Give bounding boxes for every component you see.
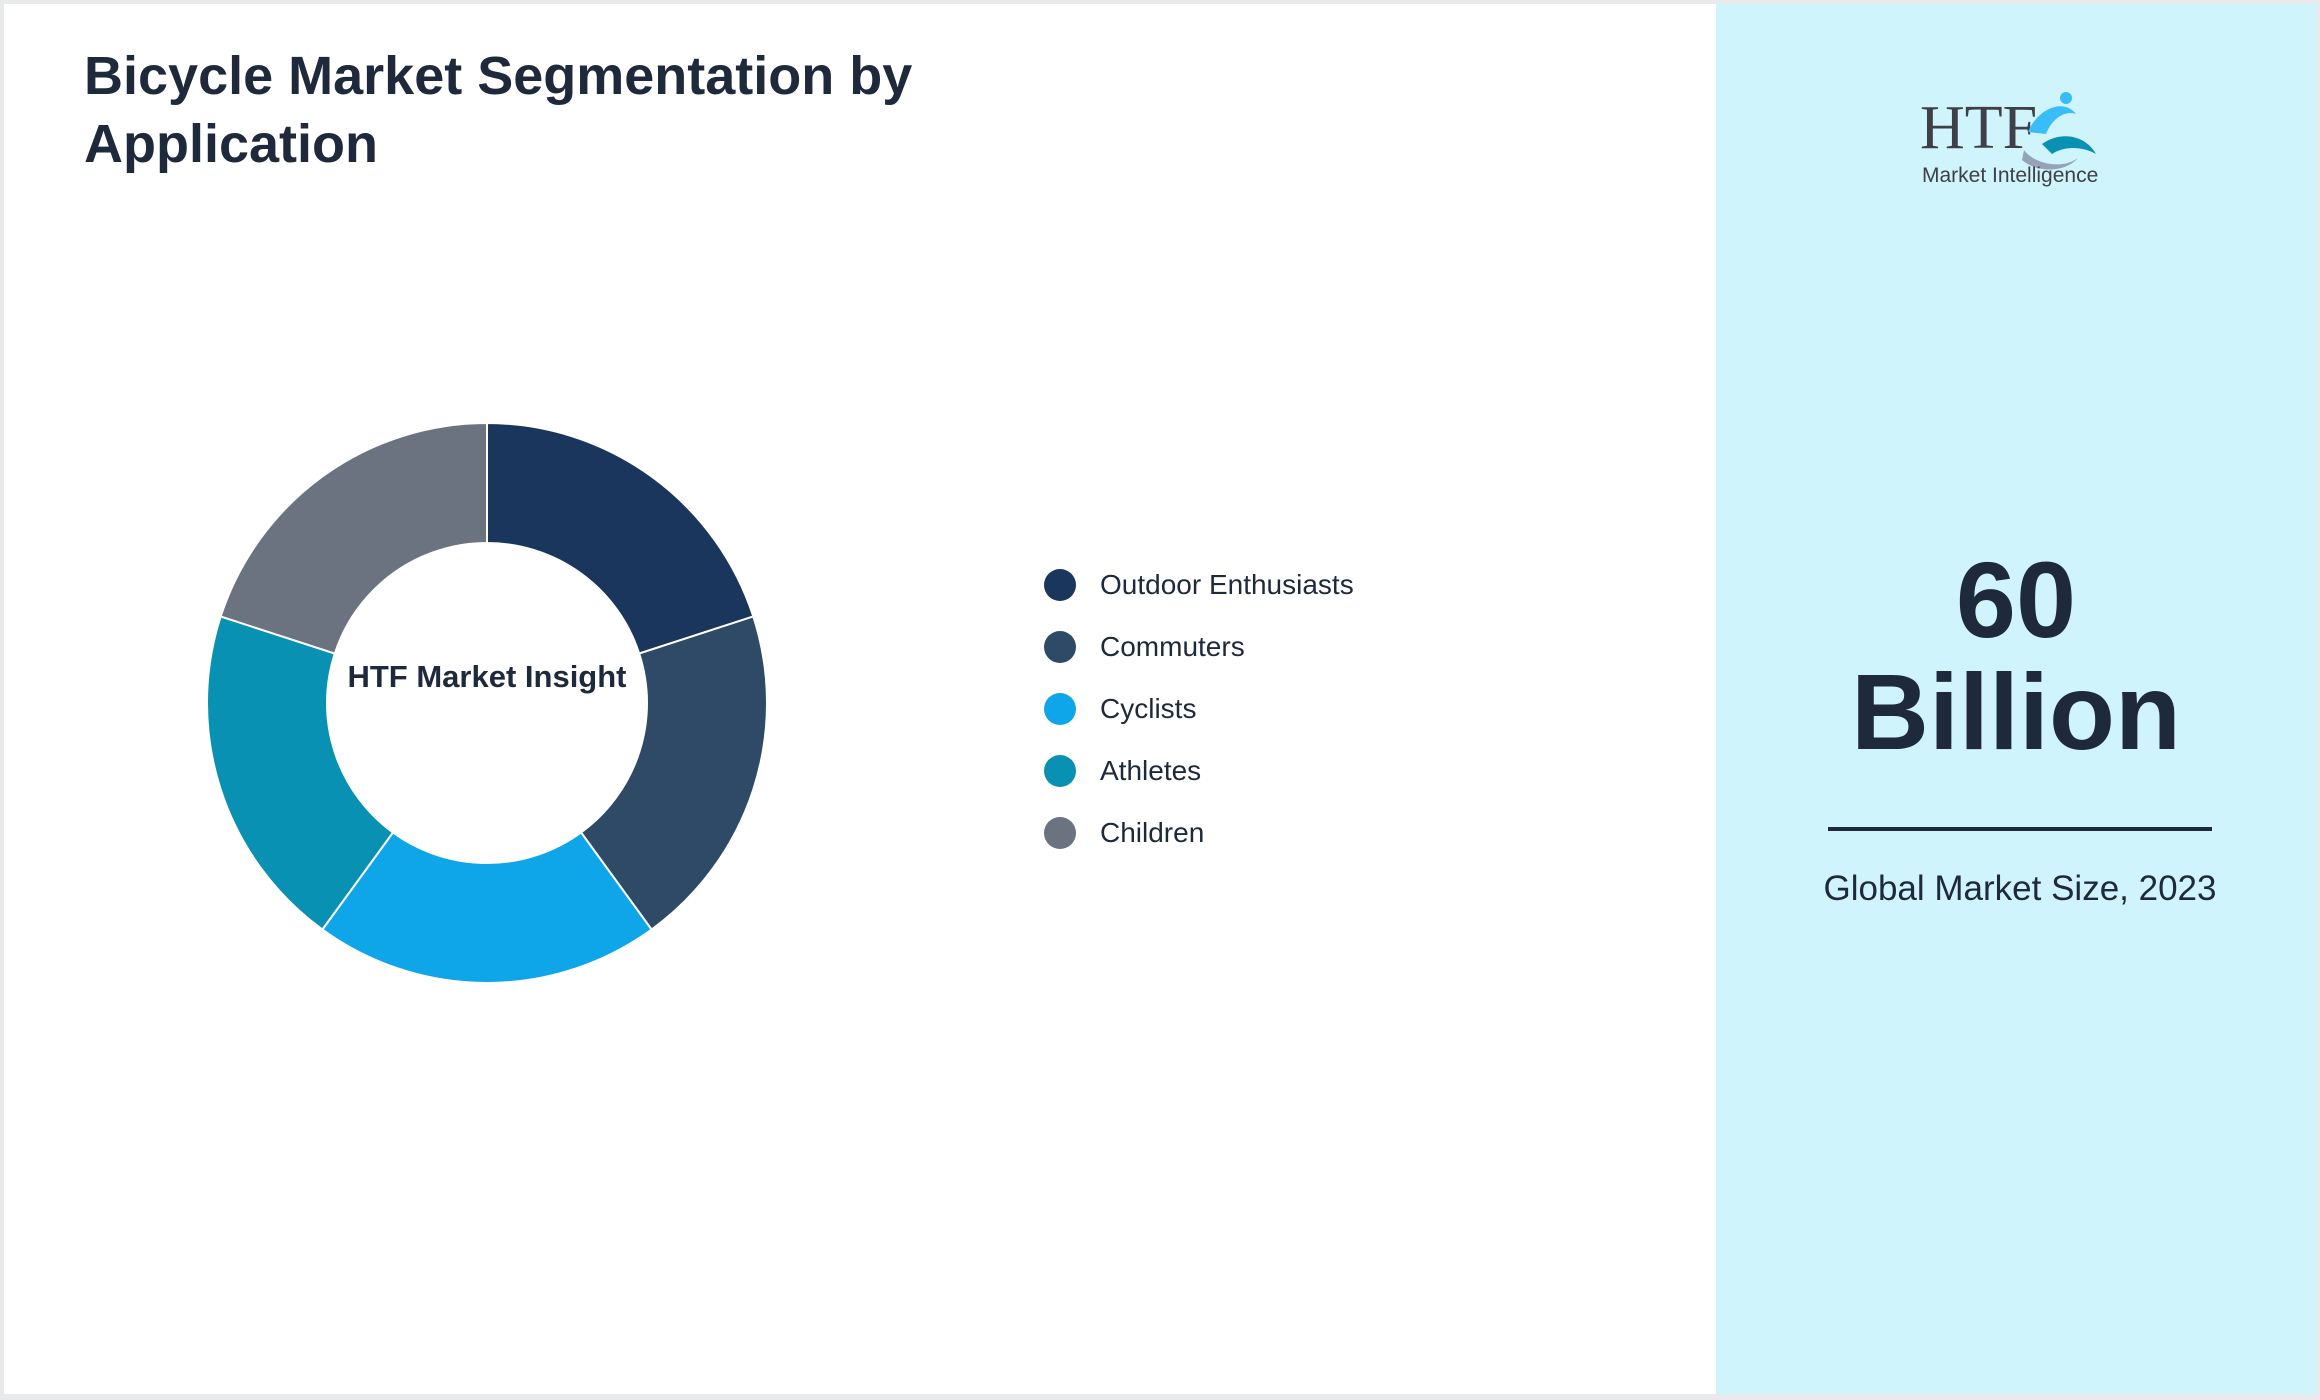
chart-legend: Outdoor Enthusiasts Commuters Cyclists Athl… [1044,554,1354,864]
donut-slice-outdoor-enthusiasts [486,421,755,655]
market-size-number: 60 [1955,539,2077,660]
donut-chart [206,421,768,985]
chart-panel: Bicycle Market Segmentation by Applicati… [4,4,1716,1394]
legend-label: Children [1100,817,1205,848]
legend-swatch [1044,755,1076,787]
market-size-unit: Billion [1851,651,2181,772]
chart-title: Bicycle Market Segmentation by Applicati… [84,46,913,174]
legend-item: Outdoor Enthusiasts [1044,554,1354,616]
legend-item: Cyclists [1044,678,1354,740]
legend-item: Athletes [1044,740,1354,802]
market-size-caption: Global Market Size, 2023 [1823,869,2217,908]
divider-line [1828,827,2212,831]
legend-label: Outdoor Enthusiasts [1100,569,1354,600]
logo-brand-text: HTF [1920,94,2037,162]
legend-swatch [1044,817,1076,849]
donut-center-label: HTF Market Insight [347,659,627,694]
donut-slice-athletes [206,615,395,931]
legend-swatch [1044,693,1076,725]
logo-tagline-text: Market Intelligence [1922,164,2098,187]
market-size-value: 60 Billion [1716,544,2316,768]
legend-item: Commuters [1044,616,1354,678]
legend-swatch [1044,569,1076,601]
legend-label: Commuters [1100,631,1245,662]
donut-slice-children [219,421,488,655]
infographic-card: Bicycle Market Segmentation by Applicati… [4,4,2316,1394]
donut-slice-commuters [579,615,768,931]
logo-swirl-mark [2028,106,2076,134]
legend-swatch [1044,631,1076,663]
legend-label: Cyclists [1100,693,1197,724]
legend-label: Athletes [1100,755,1202,786]
donut-slice-cyclists [321,831,653,985]
htf-logo: HTF Market Intelligence [1920,92,2098,187]
legend-item: Children [1044,802,1354,864]
market-size-panel: HTF Market Intelligence 60 Billion Globa… [1716,4,2316,1394]
